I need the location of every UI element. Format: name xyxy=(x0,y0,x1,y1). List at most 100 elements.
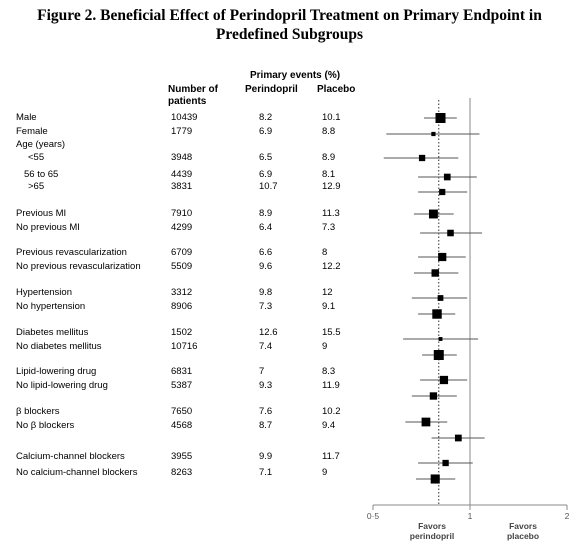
row-label: No calcium-channel blockers xyxy=(16,467,138,478)
row-perindopril: 8.9 xyxy=(259,208,273,219)
point-estimate xyxy=(435,113,446,123)
row-n: 6709 xyxy=(171,247,193,258)
row-placebo: 9.1 xyxy=(322,301,336,312)
row-placebo: 8.3 xyxy=(322,366,336,377)
row-label: No lipid-lowering drug xyxy=(16,380,108,391)
placebo-header: Placebo xyxy=(317,84,356,95)
row-perindopril: 7.6 xyxy=(259,406,273,417)
row-perindopril: 9.3 xyxy=(259,380,273,391)
figure-title-line-1: Figure 2. Beneficial Effect of Perindopr… xyxy=(37,7,542,24)
row-n: 3831 xyxy=(171,181,193,192)
point-estimate xyxy=(447,229,454,237)
row-label: Previous revascularization xyxy=(16,247,127,258)
x-axis-tick-label: 2 xyxy=(565,511,570,521)
row-placebo: 9.4 xyxy=(322,420,336,431)
row-perindopril: 6.6 xyxy=(259,247,273,258)
patients-header: patients xyxy=(168,96,207,107)
row-perindopril: 6.5 xyxy=(259,152,273,163)
row-label: Previous MI xyxy=(16,208,67,219)
row-n: 4568 xyxy=(171,420,193,431)
row-perindopril: 6.4 xyxy=(259,222,273,233)
row-n: 8906 xyxy=(171,301,193,312)
row-label: No previous MI xyxy=(16,222,80,233)
row-n: 6831 xyxy=(171,366,193,377)
favors-placebo-line-1: Favors xyxy=(509,521,537,531)
favors-placebo-label: Favors placebo xyxy=(498,521,548,541)
point-estimate xyxy=(430,474,440,484)
point-estimate xyxy=(418,154,426,162)
row-perindopril: 9.6 xyxy=(259,261,273,272)
number-of-header: Number of xyxy=(168,84,218,95)
row-n: 8263 xyxy=(171,467,193,478)
row-placebo: 12.2 xyxy=(322,261,341,272)
row-placebo: 10.1 xyxy=(322,112,341,123)
x-axis-tick-label: 1 xyxy=(468,511,473,521)
row-perindopril: 8.2 xyxy=(259,112,273,123)
row-n: 3312 xyxy=(171,287,193,298)
row-placebo: 8.8 xyxy=(322,126,336,137)
point-estimate xyxy=(442,459,449,467)
row-label: <55 xyxy=(28,152,45,163)
row-perindopril: 6.9 xyxy=(259,126,273,137)
point-estimate xyxy=(432,309,442,319)
figure-title-line-2: Predefined Subgroups xyxy=(215,26,364,43)
row-n: 4439 xyxy=(171,169,193,180)
point-estimate xyxy=(429,392,438,400)
point-estimate xyxy=(431,269,439,277)
primary-events-header: Primary events (%) xyxy=(250,70,341,81)
point-estimate xyxy=(431,131,436,137)
row-label: 56 to 65 xyxy=(24,169,59,180)
row-label: Lipid-lowering drug xyxy=(16,366,97,377)
row-perindopril: 9.9 xyxy=(259,451,273,462)
row-perindopril: 6.9 xyxy=(259,169,273,180)
row-perindopril: 7.4 xyxy=(259,341,273,352)
point-estimate xyxy=(437,295,444,301)
point-estimate xyxy=(421,417,431,427)
row-n: 1779 xyxy=(171,126,193,137)
point-estimate xyxy=(439,188,446,196)
row-label: Calcium-channel blockers xyxy=(16,451,125,462)
row-n: 10439 xyxy=(171,112,198,123)
row-label: Age (years) xyxy=(16,139,66,150)
row-perindopril: 10.7 xyxy=(259,181,278,192)
row-perindopril: 7.1 xyxy=(259,467,273,478)
x-axis-tick-label: 0·5 xyxy=(367,511,380,521)
row-label: Male xyxy=(16,112,37,123)
row-perindopril: 7 xyxy=(259,366,265,377)
row-label: >65 xyxy=(28,181,45,192)
perindopril-header: Perindopril xyxy=(245,84,298,95)
row-label: Diabetes mellitus xyxy=(16,327,89,338)
row-placebo: 12.9 xyxy=(322,181,341,192)
favors-perindopril-label: Favors perindopril xyxy=(402,521,462,541)
row-label: No previous revascularization xyxy=(16,261,141,272)
row-perindopril: 12.6 xyxy=(259,327,278,338)
row-n: 5509 xyxy=(171,261,193,272)
row-n: 3948 xyxy=(171,152,193,163)
row-n: 5387 xyxy=(171,380,193,391)
row-label: Hypertension xyxy=(16,287,72,298)
row-label: β blockers xyxy=(16,406,60,417)
row-perindopril: 7.3 xyxy=(259,301,273,312)
row-placebo: 8 xyxy=(322,247,328,258)
row-placebo: 11.3 xyxy=(322,208,340,219)
row-label: No diabetes mellitus xyxy=(16,341,102,352)
row-placebo: 8.1 xyxy=(322,169,336,180)
point-estimate xyxy=(438,337,443,341)
row-n: 1502 xyxy=(171,327,193,338)
point-estimate xyxy=(438,252,447,262)
row-n: 7910 xyxy=(171,208,193,219)
figure-title: Figure 2. Beneficial Effect of Perindopr… xyxy=(0,6,579,44)
row-placebo: 11.9 xyxy=(322,380,340,391)
favors-perindopril-line-1: Favors xyxy=(418,521,446,531)
row-placebo: 8.9 xyxy=(322,152,336,163)
point-estimate xyxy=(439,375,449,385)
row-placebo: 9 xyxy=(322,341,328,352)
point-estimate xyxy=(433,350,444,360)
point-estimate xyxy=(443,173,451,181)
point-estimate xyxy=(428,209,438,219)
row-n: 10716 xyxy=(171,341,198,352)
favors-perindopril-line-2: perindopril xyxy=(409,531,455,541)
point-estimate xyxy=(454,434,462,442)
favors-placebo-line-2: placebo xyxy=(506,531,540,541)
